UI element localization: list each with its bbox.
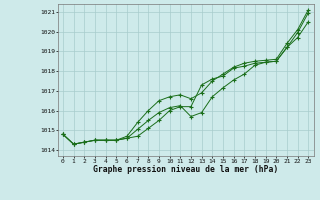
X-axis label: Graphe pression niveau de la mer (hPa): Graphe pression niveau de la mer (hPa) [93,165,278,174]
